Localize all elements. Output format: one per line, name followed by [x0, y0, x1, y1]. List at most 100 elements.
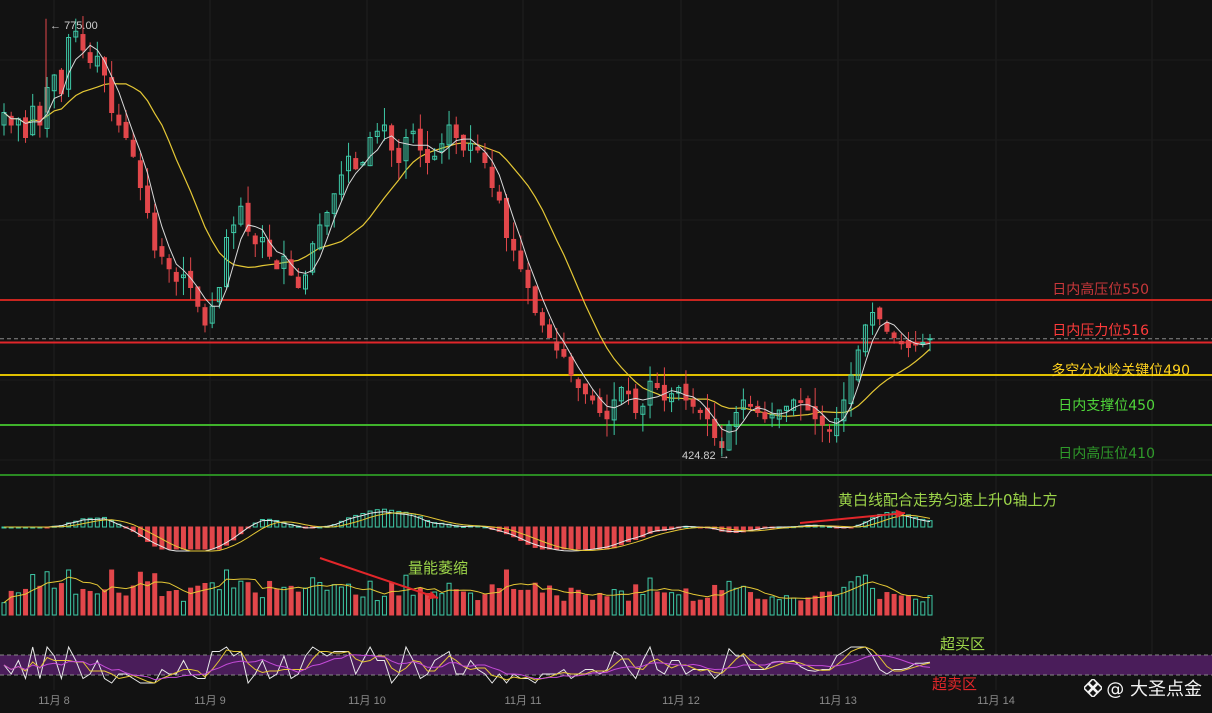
candle-body	[554, 341, 560, 351]
volume-bar	[288, 585, 294, 616]
volume-bar	[338, 586, 344, 616]
candle-body	[726, 424, 732, 451]
level-label-410: 日内高压位410	[1058, 446, 1155, 462]
macd-bar	[862, 521, 868, 528]
candle-body	[123, 121, 129, 139]
volume-bar	[37, 585, 43, 616]
volume-bar	[381, 595, 387, 616]
candle-body	[252, 235, 258, 245]
volume-bar	[640, 593, 646, 616]
macd-bar	[216, 526, 222, 550]
volume-bar	[475, 600, 481, 616]
macd-bar	[238, 526, 244, 535]
volume-bar	[130, 585, 136, 616]
candle-body	[733, 412, 739, 427]
candle-body	[884, 322, 890, 332]
price-levels	[0, 299, 1212, 476]
macd-bar	[224, 526, 230, 546]
macd-bar	[597, 526, 603, 550]
macd-dif-line	[4, 511, 931, 552]
macd-arrow-head	[895, 509, 905, 519]
candle-body	[827, 429, 833, 432]
osc-line-purple	[3, 654, 931, 681]
macd-bar	[496, 526, 502, 532]
x-tick: 11月 12	[662, 695, 700, 707]
ma-yellow-line	[3, 82, 931, 417]
candle-body	[604, 410, 610, 420]
candle-body	[496, 191, 502, 201]
macd-bar	[202, 526, 208, 550]
volume-bar	[80, 588, 86, 616]
candle-body	[37, 105, 43, 126]
candle-body	[295, 276, 301, 289]
macd-bar	[913, 516, 919, 528]
macd-bar	[618, 526, 624, 546]
low-marker-arrow: →	[718, 450, 730, 462]
volume-bar	[166, 591, 172, 616]
volume-bar	[446, 582, 452, 616]
volume-bar	[898, 595, 904, 616]
candle-body	[568, 356, 574, 376]
candle-body	[611, 399, 617, 421]
macd-bar	[209, 526, 215, 550]
volume-bar	[819, 591, 825, 616]
volume-bar	[317, 582, 323, 616]
candle-body	[410, 130, 416, 135]
oversold-annotation: 超卖区	[932, 675, 978, 693]
candle-body	[453, 124, 459, 138]
volume-bar	[841, 586, 847, 616]
macd-bar	[109, 519, 115, 528]
macd-bar	[582, 526, 588, 550]
volume-bar	[417, 587, 423, 616]
volume-bar	[188, 587, 194, 616]
volume-bar	[855, 576, 861, 616]
macd-bar	[432, 522, 438, 528]
volume-bar	[66, 569, 72, 616]
macd-bar	[94, 517, 100, 528]
candle-body	[783, 405, 789, 411]
candle-body	[367, 137, 373, 167]
volume-bar	[582, 594, 588, 616]
candle-body	[87, 52, 93, 64]
volume-ma-line	[3, 576, 931, 604]
volume-bar	[453, 589, 459, 616]
volume-bar	[647, 577, 653, 616]
volume-bar	[489, 584, 495, 616]
volume-bar	[575, 589, 581, 616]
volume-bar	[726, 580, 732, 616]
candle-body	[317, 224, 323, 250]
brand-watermark: @ 大圣点金	[1082, 675, 1202, 701]
macd-bar	[338, 520, 344, 528]
macd-bar	[719, 526, 725, 532]
macd-bar	[554, 526, 560, 550]
volume-bar	[704, 597, 710, 616]
macd-bar	[374, 509, 380, 528]
candle-body	[44, 87, 50, 129]
volume-bar	[669, 592, 675, 616]
candle-body	[396, 147, 402, 164]
candle-body	[647, 380, 653, 406]
volume-bar	[676, 594, 682, 616]
volume-bar	[862, 574, 868, 616]
volume-bar	[733, 587, 739, 616]
candle-body	[446, 124, 452, 146]
candle-body	[927, 338, 933, 341]
volume-bar	[719, 590, 725, 616]
volume-bar	[590, 599, 596, 616]
candle-body	[855, 349, 861, 381]
candle-body	[425, 149, 431, 163]
volume-bar	[360, 596, 366, 616]
brand-name: @ 大圣点金	[1106, 679, 1202, 700]
volume-bar	[231, 587, 237, 616]
osc-line-yellow	[3, 646, 931, 684]
volume-bar	[245, 582, 251, 616]
volume-bar	[568, 587, 574, 616]
macd-bar	[633, 526, 639, 541]
brand-logo-icon	[1082, 677, 1104, 699]
x-tick: 11月 9	[194, 695, 226, 707]
volume-bar	[30, 574, 36, 616]
candle-body	[669, 393, 675, 403]
candle-body	[130, 139, 136, 157]
candle-body	[288, 259, 294, 276]
